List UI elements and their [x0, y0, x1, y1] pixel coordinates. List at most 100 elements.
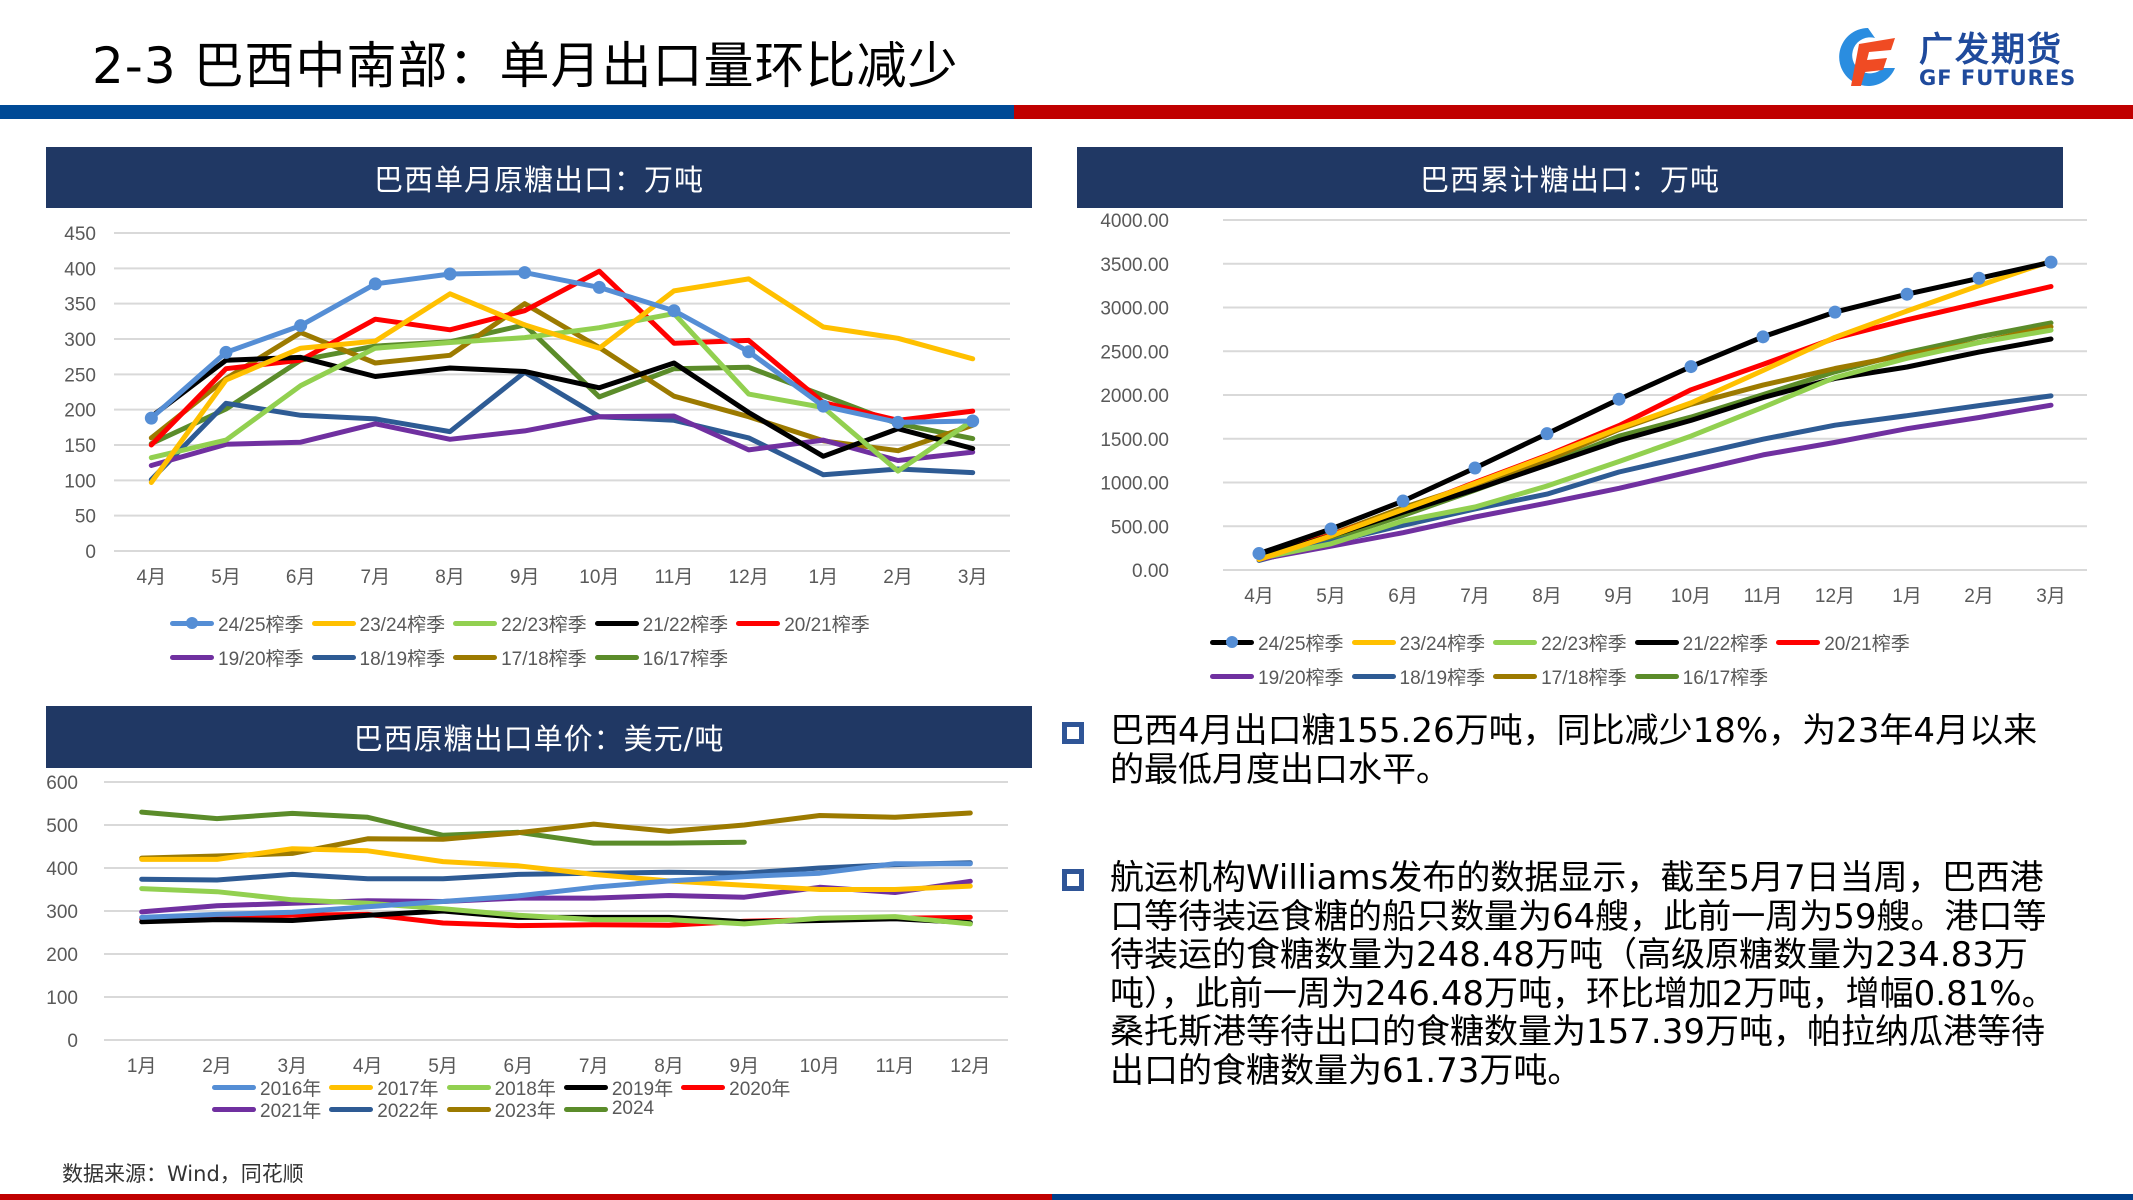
legend-item: 20/21榨季 — [736, 610, 870, 637]
data-point-marker — [294, 319, 308, 333]
legend-label: 18/19榨季 — [1399, 667, 1486, 689]
legend-swatch — [1493, 639, 1538, 645]
y-tick-label: 200 — [64, 401, 96, 422]
y-tick-label: 300 — [64, 330, 96, 351]
y-tick-label: 250 — [64, 365, 96, 386]
series-line-2023年 — [139, 810, 973, 861]
data-point-marker — [667, 304, 681, 318]
y-tick-label: 500 — [46, 816, 78, 837]
series-line-22/23榨季 — [148, 311, 976, 474]
legend-swatch — [1351, 639, 1396, 645]
data-point-marker — [1612, 392, 1626, 406]
legend-swatch — [1210, 635, 1254, 648]
x-tick-label: 11月 — [655, 567, 694, 588]
legend-label: 17/18榨季 — [1541, 667, 1627, 689]
x-tick-label: 4月 — [1244, 586, 1274, 607]
price-chart-legend: 2016年 2017年 2018年 2019年 2020年 2021年 2022年 2023年… — [212, 1074, 912, 1122]
y-tick-label: 0.00 — [1132, 561, 1169, 582]
page-title: 2-3 巴西中南部：单月出口量环比减少 — [92, 37, 959, 95]
series-line-2018年 — [139, 886, 973, 927]
legend-swatch — [681, 1084, 726, 1090]
legend-swatch — [594, 654, 639, 660]
legend-label: 22/23榨季 — [501, 614, 587, 636]
x-tick-label: 1月 — [809, 567, 839, 588]
legend-item: 2017年 — [329, 1074, 439, 1101]
legend-label: 2017年 — [377, 1078, 439, 1100]
legend-item: 23/24榨季 — [1351, 629, 1486, 656]
legend-label: 17/18榨季 — [501, 648, 587, 670]
series-line-16/17榨季 — [1256, 320, 2054, 560]
legend-marker-icon — [1226, 635, 1238, 648]
x-tick-label: 2月 — [1964, 586, 1994, 607]
x-tick-label: 6月 — [1388, 586, 1418, 607]
data-point-marker — [1972, 271, 1986, 285]
monthly-export-chart: 0 50 100 150 200 250 300 350 400 450 4月 5月 6月 7月 8月 9月 1… — [64, 224, 1010, 588]
x-tick-label: 7月 — [361, 567, 391, 588]
y-tick-label: 2500.00 — [1100, 342, 1169, 363]
export-price-chart: 0 100 200 300 400 500 600 1月 2月 3月 4月 5月 6月 7月 8月 9月 10月… — [46, 773, 1008, 1077]
legend-item: 19/20榨季 — [170, 644, 304, 671]
series-line-2016年 — [139, 861, 973, 920]
y-tick-label: 50 — [75, 507, 96, 528]
legend-label: 23/24榨季 — [359, 614, 446, 636]
series-line-2024 — [139, 809, 747, 846]
legend-swatch — [1776, 639, 1821, 645]
y-tick-label: 0 — [67, 1031, 78, 1052]
series-line-20/21榨季 — [148, 268, 976, 448]
legend-label: 16/17榨季 — [1682, 667, 1769, 689]
legend-label: 2018年 — [494, 1078, 556, 1100]
legend-swatch — [1493, 673, 1538, 679]
x-tick-label: 11月 — [1744, 586, 1783, 607]
data-point-marker — [368, 277, 382, 291]
y-tick-label: 3500.00 — [1100, 255, 1169, 276]
x-tick-label: 3月 — [958, 567, 988, 588]
data-point-marker — [1324, 522, 1338, 536]
y-tick-label: 100 — [46, 988, 78, 1009]
data-point-marker — [1900, 287, 1914, 301]
legend-item: 22/23榨季 — [1493, 629, 1627, 656]
legend-swatch — [311, 620, 356, 626]
y-tick-label: 200 — [46, 945, 78, 966]
x-tick-label: 8月 — [1532, 586, 1562, 607]
bullet-text: 巴西4月出口糖155.26万吨，同比减少18%，为23年4月以来的最低月度出口水… — [1110, 711, 2038, 790]
y-tick-label: 1500.00 — [1100, 430, 1169, 451]
bullet-item: 巴西4月出口糖155.26万吨，同比减少18%，为23年4月以来的最低月度出口水… — [1058, 712, 2058, 789]
legend-label: 24/25榨季 — [218, 614, 304, 636]
x-tick-label: 9月 — [730, 1056, 760, 1077]
legend-label: 23/24榨季 — [1399, 633, 1486, 655]
logo-text-cn: 广发期货 — [1919, 30, 2063, 70]
series-line-2017年 — [139, 846, 973, 892]
y-tick-label: 1000.00 — [1100, 474, 1169, 495]
legend-item: 19/20榨季 — [1210, 663, 1344, 690]
x-tick-label: 7月 — [579, 1056, 609, 1077]
y-tick-label: 500.00 — [1111, 517, 1169, 538]
series-line-23/24榨季 — [1256, 258, 2054, 562]
x-tick-label: 6月 — [286, 567, 316, 588]
y-tick-label: 400 — [64, 259, 96, 280]
legend-swatch — [1634, 639, 1679, 645]
x-tick-label: 9月 — [510, 567, 540, 588]
y-tick-label: 2000.00 — [1100, 386, 1169, 407]
legend-item: 21/22榨季 — [1634, 629, 1769, 656]
legend-label: 2022年 — [377, 1100, 439, 1122]
legend-label: 2023年 — [494, 1100, 556, 1122]
legend-item: 24/25榨季 — [1210, 629, 1344, 656]
legend-label: 21/22榨季 — [1682, 633, 1769, 655]
legend-swatch — [1351, 673, 1396, 679]
x-tick-label: 12月 — [729, 567, 769, 588]
series-line-24/25榨季 — [1256, 259, 2054, 557]
legend-swatch — [1634, 673, 1679, 679]
legend-label: 22/23榨季 — [1541, 633, 1627, 655]
legend-swatch — [311, 654, 356, 660]
x-tick-label: 12月 — [1815, 586, 1855, 607]
x-tick-label: 4月 — [353, 1056, 383, 1077]
x-tick-label: 7月 — [1460, 586, 1490, 607]
data-point-marker — [1396, 494, 1410, 508]
header-divider-red — [1014, 105, 2133, 119]
y-tick-label: 150 — [64, 436, 96, 457]
y-tick-label: 0 — [85, 542, 96, 563]
x-tick-label: 4月 — [137, 567, 167, 588]
legend-row: 24/25榨季 23/24榨季 22/23榨季 21/22榨季 20/21榨季 — [170, 606, 990, 640]
y-tick-label: 350 — [64, 295, 96, 316]
legend-swatch — [212, 1084, 256, 1090]
